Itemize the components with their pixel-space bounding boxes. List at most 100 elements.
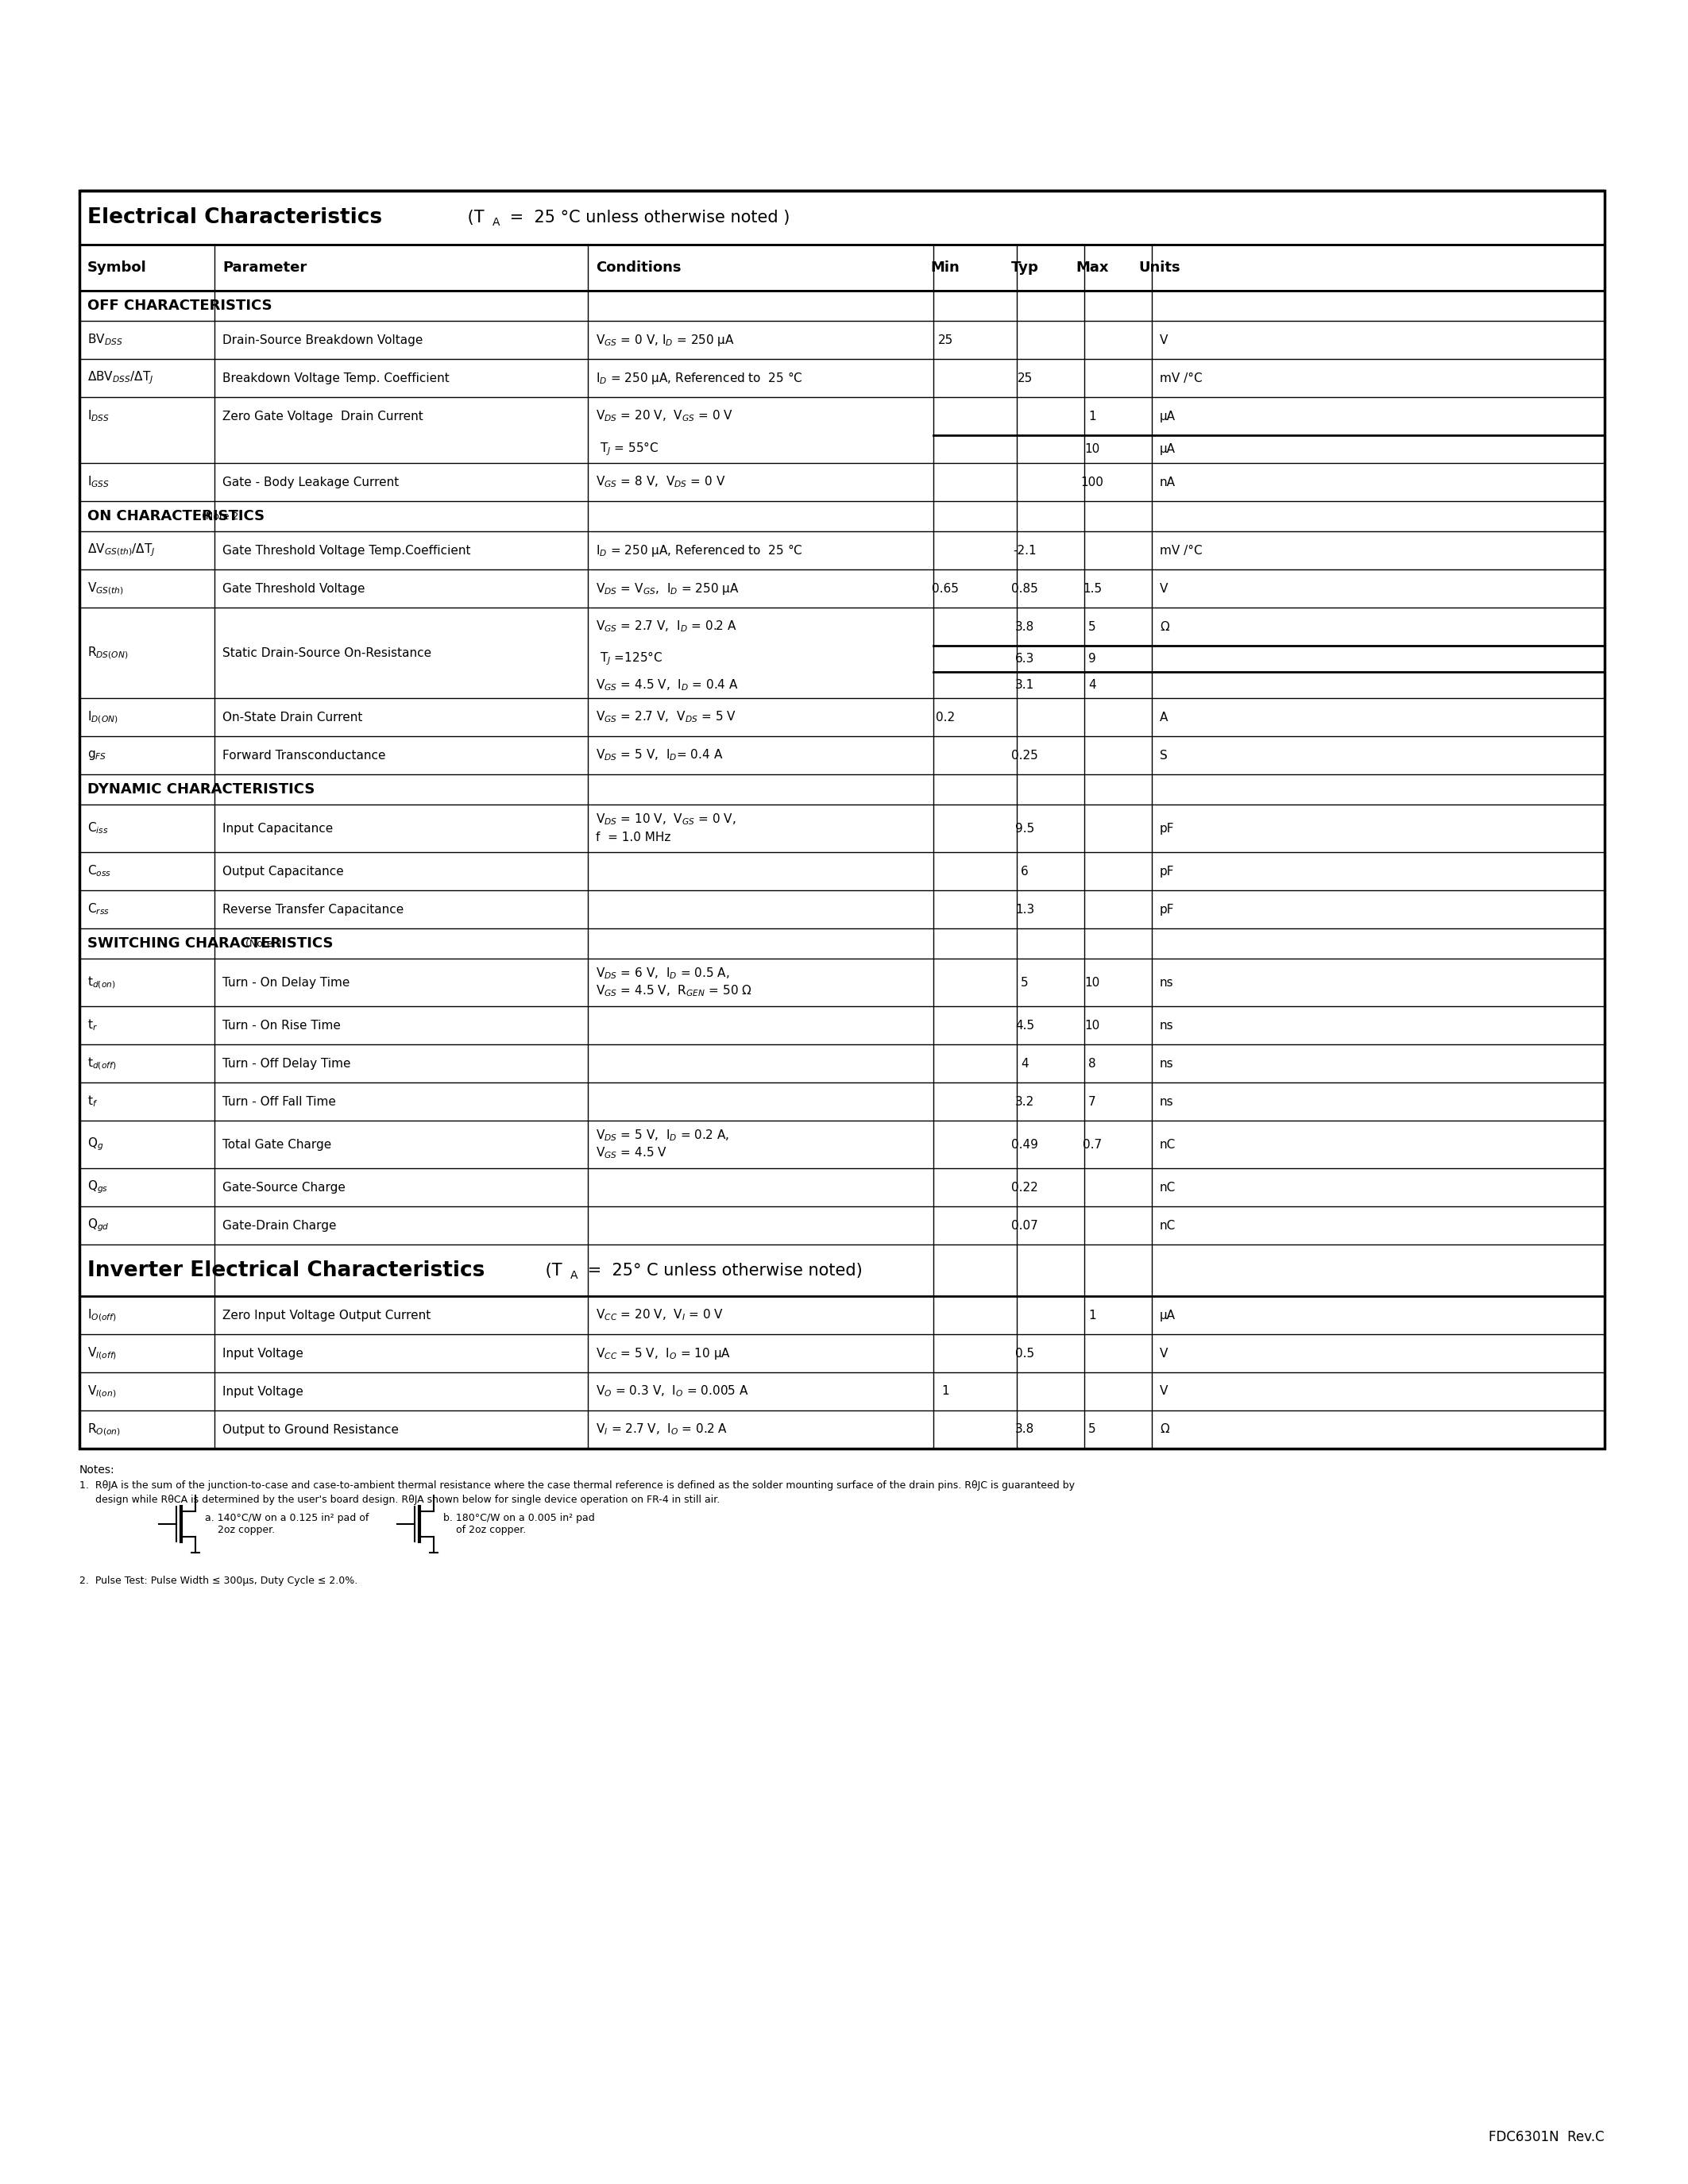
Text: V: V [1160, 1385, 1168, 1398]
Text: Parameter: Parameter [223, 260, 307, 275]
Text: ns: ns [1160, 1020, 1173, 1031]
Text: A: A [493, 216, 500, 227]
Text: 9: 9 [1089, 653, 1096, 664]
Text: 1: 1 [942, 1385, 949, 1398]
Text: Total Gate Charge: Total Gate Charge [223, 1138, 331, 1151]
Text: V$_{GS}$ = 2.7 V,  V$_{DS}$ = 5 V: V$_{GS}$ = 2.7 V, V$_{DS}$ = 5 V [596, 710, 736, 725]
Text: S: S [1160, 749, 1168, 762]
Text: Turn - Off Delay Time: Turn - Off Delay Time [223, 1057, 351, 1070]
Text: 5: 5 [1089, 620, 1096, 633]
Text: V$_{I (off)}$: V$_{I (off)}$ [88, 1345, 116, 1361]
Text: V$_{DS}$ = 5 V,  I$_{D}$= 0.4 A: V$_{DS}$ = 5 V, I$_{D}$= 0.4 A [596, 747, 722, 762]
Text: t$_{d(off)}$: t$_{d(off)}$ [88, 1055, 116, 1070]
Text: 10: 10 [1085, 1020, 1101, 1031]
Text: Turn - Off Fall Time: Turn - Off Fall Time [223, 1096, 336, 1107]
Text: BV$_{DSS}$: BV$_{DSS}$ [88, 332, 123, 347]
Text: 4: 4 [1089, 679, 1096, 690]
Text: 3.8: 3.8 [1014, 620, 1035, 633]
Text: Q$_{gd}$: Q$_{gd}$ [88, 1216, 110, 1234]
Text: 0.85: 0.85 [1011, 583, 1038, 594]
Text: 10: 10 [1085, 976, 1101, 989]
Text: V$_{DS}$ = 5 V,  I$_{D}$ = 0.2 A,: V$_{DS}$ = 5 V, I$_{D}$ = 0.2 A, [596, 1129, 729, 1142]
Text: V: V [1160, 334, 1168, 345]
Text: 2.  Pulse Test: Pulse Width ≤ 300μs, Duty Cycle ≤ 2.0%.: 2. Pulse Test: Pulse Width ≤ 300μs, Duty… [79, 1575, 358, 1586]
Text: nC: nC [1160, 1138, 1177, 1151]
Text: 0.22: 0.22 [1011, 1182, 1038, 1192]
Text: I$_{D}$ = 250 μA, Referenced to  25 °C: I$_{D}$ = 250 μA, Referenced to 25 °C [596, 369, 803, 387]
Text: 10: 10 [1085, 443, 1101, 454]
Text: Q$_{g}$: Q$_{g}$ [88, 1136, 103, 1153]
Text: ns: ns [1160, 1057, 1173, 1070]
Text: μA: μA [1160, 1308, 1175, 1321]
Text: (T: (T [463, 210, 484, 225]
Text: Output to Ground Resistance: Output to Ground Resistance [223, 1424, 398, 1435]
Text: Breakdown Voltage Temp. Coefficient: Breakdown Voltage Temp. Coefficient [223, 371, 449, 384]
Text: b. 180°C/W on a 0.005 in² pad
    of 2oz copper.: b. 180°C/W on a 0.005 in² pad of 2oz cop… [444, 1514, 594, 1535]
Text: A: A [1160, 712, 1168, 723]
Text: I$_{GSS}$: I$_{GSS}$ [88, 474, 110, 489]
Text: Zero Input Voltage Output Current: Zero Input Voltage Output Current [223, 1308, 430, 1321]
Text: Output Capacitance: Output Capacitance [223, 865, 344, 878]
Text: 0.2: 0.2 [935, 712, 955, 723]
Text: 0.5: 0.5 [1014, 1348, 1035, 1358]
Text: V$_{DS}$ = 20 V,  V$_{GS}$ = 0 V: V$_{DS}$ = 20 V, V$_{GS}$ = 0 V [596, 408, 733, 424]
Text: R$_{DS(ON)}$: R$_{DS(ON)}$ [88, 644, 128, 660]
Text: V$_{DS}$ = V$_{GS}$,  I$_{D}$ = 250 μA: V$_{DS}$ = V$_{GS}$, I$_{D}$ = 250 μA [596, 581, 739, 596]
Text: =  25 °C unless otherwise noted ): = 25 °C unless otherwise noted ) [505, 210, 790, 225]
Text: nC: nC [1160, 1219, 1177, 1232]
Text: μA: μA [1160, 411, 1175, 422]
Text: 6.3: 6.3 [1014, 653, 1035, 664]
Text: ns: ns [1160, 1096, 1173, 1107]
Bar [79, 190, 1605, 1448]
Text: 1.  RθJA is the sum of the junction-to-case and case-to-ambient thermal resistan: 1. RθJA is the sum of the junction-to-ca… [79, 1481, 1075, 1492]
Text: (Note 2): (Note 2) [199, 511, 243, 522]
Text: 9.5: 9.5 [1014, 823, 1035, 834]
Text: Input Voltage: Input Voltage [223, 1385, 304, 1398]
Text: Typ: Typ [1011, 260, 1038, 275]
Text: 0.49: 0.49 [1011, 1138, 1038, 1151]
Text: Drain-Source Breakdown Voltage: Drain-Source Breakdown Voltage [223, 334, 424, 345]
Text: f  = 1.0 MHz: f = 1.0 MHz [596, 832, 670, 843]
Text: V: V [1160, 583, 1168, 594]
Text: 8: 8 [1089, 1057, 1096, 1070]
Text: Turn - On Rise Time: Turn - On Rise Time [223, 1020, 341, 1031]
Text: a. 140°C/W on a 0.125 in² pad of
    2oz copper.: a. 140°C/W on a 0.125 in² pad of 2oz cop… [204, 1514, 370, 1535]
Text: C$_{iss}$: C$_{iss}$ [88, 821, 108, 836]
Text: T$_{J}$ = 55°C: T$_{J}$ = 55°C [599, 441, 658, 459]
Text: V: V [1160, 1348, 1168, 1358]
Text: 0.7: 0.7 [1082, 1138, 1102, 1151]
Text: Symbol: Symbol [88, 260, 147, 275]
Text: -2.1: -2.1 [1013, 544, 1036, 557]
Text: pF: pF [1160, 904, 1175, 915]
Text: V$_{GS}$ = 0 V, I$_{D}$ = 250 μA: V$_{GS}$ = 0 V, I$_{D}$ = 250 μA [596, 332, 734, 347]
Text: g$_{FS}$: g$_{FS}$ [88, 749, 106, 762]
Text: 4.5: 4.5 [1014, 1020, 1035, 1031]
Text: R$_{O(on)}$: R$_{O(on)}$ [88, 1422, 120, 1437]
Text: 100: 100 [1080, 476, 1104, 487]
Text: Reverse Transfer Capacitance: Reverse Transfer Capacitance [223, 904, 403, 915]
Text: Forward Transconductance: Forward Transconductance [223, 749, 385, 762]
Text: Conditions: Conditions [596, 260, 682, 275]
Text: Electrical Characteristics: Electrical Characteristics [88, 207, 381, 227]
Text: OFF CHARACTERISTICS: OFF CHARACTERISTICS [88, 299, 272, 312]
Text: V$_{CC}$ = 5 V,  I$_{O}$ = 10 μA: V$_{CC}$ = 5 V, I$_{O}$ = 10 μA [596, 1345, 731, 1361]
Text: ns: ns [1160, 976, 1173, 989]
Text: Notes:: Notes: [79, 1465, 115, 1476]
Text: V$_{I}$ = 2.7 V,  I$_{O}$ = 0.2 A: V$_{I}$ = 2.7 V, I$_{O}$ = 0.2 A [596, 1422, 728, 1437]
Text: 5: 5 [1021, 976, 1028, 989]
Text: Input Capacitance: Input Capacitance [223, 823, 333, 834]
Text: FDC6301N  Rev.C: FDC6301N Rev.C [1489, 2129, 1605, 2145]
Text: Zero Gate Voltage  Drain Current: Zero Gate Voltage Drain Current [223, 411, 424, 422]
Text: pF: pF [1160, 823, 1175, 834]
Text: Ω: Ω [1160, 620, 1170, 633]
Text: 3.1: 3.1 [1014, 679, 1035, 690]
Text: C$_{oss}$: C$_{oss}$ [88, 865, 111, 878]
Text: Gate - Body Leakage Current: Gate - Body Leakage Current [223, 476, 398, 487]
Text: 5: 5 [1089, 1424, 1096, 1435]
Text: V$_{I (on)}$: V$_{I (on)}$ [88, 1385, 116, 1400]
Text: Q$_{gs}$: Q$_{gs}$ [88, 1179, 108, 1195]
Text: T$_{J}$ =125°C: T$_{J}$ =125°C [599, 651, 663, 668]
Text: V$_{GS}$ = 2.7 V,  I$_{D}$ = 0.2 A: V$_{GS}$ = 2.7 V, I$_{D}$ = 0.2 A [596, 620, 738, 633]
Text: V$_{GS}$ = 4.5 V,  I$_{D}$ = 0.4 A: V$_{GS}$ = 4.5 V, I$_{D}$ = 0.4 A [596, 677, 739, 692]
Text: μA: μA [1160, 443, 1175, 454]
